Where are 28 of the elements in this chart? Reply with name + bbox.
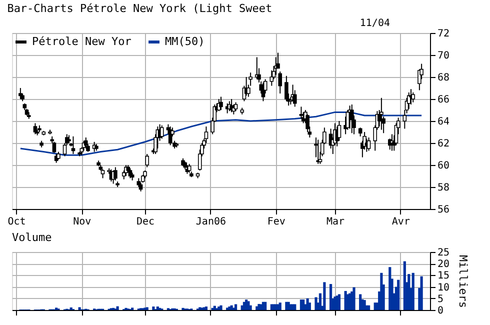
x-tick-label: Dec xyxy=(136,216,155,228)
chart-title: Bar-Charts Pétrole New York (Light Sweet xyxy=(7,2,272,15)
legend-label: MM(50) xyxy=(165,35,205,48)
y-tick-label: 64 xyxy=(438,116,450,128)
y-tick-label: 58 xyxy=(438,182,450,194)
x-tick-label: Avr xyxy=(392,216,410,228)
y-tick-label: 20 xyxy=(438,259,450,270)
y-tick-label: 0 xyxy=(438,306,444,316)
y-tick-label: 60 xyxy=(438,160,450,172)
x-tick-label: Mar xyxy=(326,216,345,228)
y-tick-label: 68 xyxy=(438,72,450,84)
chart-title: Volume xyxy=(12,231,52,244)
x-tick-label: Jan06 xyxy=(196,216,226,228)
y-tick-label: 72 xyxy=(438,28,450,40)
y-tick-label: 10 xyxy=(438,282,450,294)
x-tick-label: Oct xyxy=(8,216,26,228)
y-tick-label: 56 xyxy=(438,204,450,216)
x-tick-label: Fev xyxy=(267,216,286,228)
legend-label: Pétrole New Yor xyxy=(32,35,132,48)
y-tick-label: 66 xyxy=(438,94,450,106)
y-tick-label: 25 xyxy=(438,248,450,258)
x-tick-label: Nov xyxy=(73,216,92,228)
y-axis-title: Milliers xyxy=(456,255,470,308)
y-tick-label: 15 xyxy=(438,270,450,282)
y-tick-label: 70 xyxy=(438,50,450,62)
text: 11/04 xyxy=(360,18,390,29)
y-tick-label: 5 xyxy=(438,294,444,305)
y-tick-label: 62 xyxy=(438,138,450,150)
